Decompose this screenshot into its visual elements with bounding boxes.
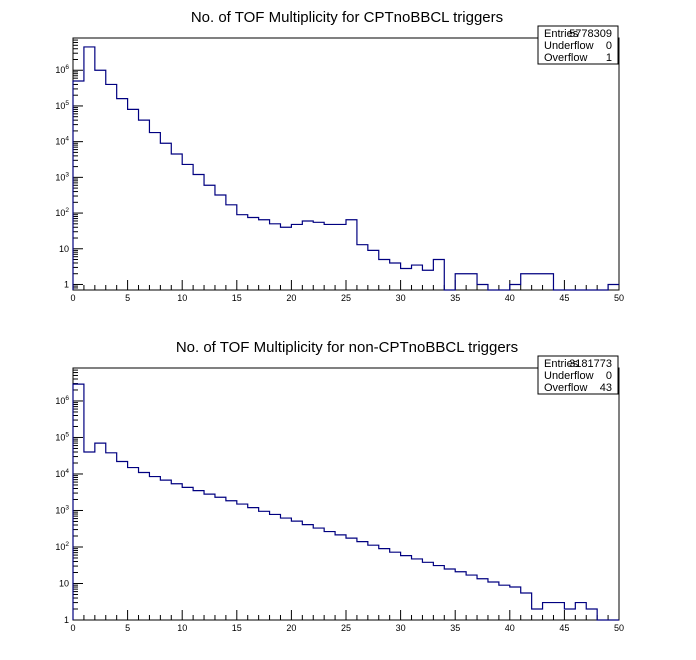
chart-title: No. of TOF Multiplicity for CPTnoBBCL tr… [191, 9, 503, 26]
y-tick-label: 102 [55, 541, 69, 552]
x-axis: 0 5 10 15 20 25 30 35 40 45 50 [70, 280, 624, 303]
y-tick-label: 105 [55, 100, 69, 111]
stats-box-frame [537, 355, 619, 395]
stats-box-frame [537, 25, 619, 65]
y-tick-label: 1 [64, 279, 69, 289]
y-tick-label: 10 [59, 244, 69, 254]
x-tick-label: 10 [177, 623, 187, 633]
y-axis: 1 10 102 103 104 105 106 [55, 37, 83, 291]
histogram-panel-non-cptnobbcl: No. of TOF Multiplicity for non-CPTnoBBC… [55, 339, 624, 633]
stats-entries-value: 5778309 [569, 28, 612, 40]
y-tick-label: 105 [55, 431, 69, 442]
x-tick-label: 40 [505, 293, 515, 303]
x-tick-label: 0 [70, 293, 75, 303]
y-tick-label: 102 [55, 207, 69, 218]
x-tick-label: 25 [341, 623, 351, 633]
y-tick-label: 104 [55, 468, 69, 479]
stats-underflow-label: Underflow [544, 40, 594, 52]
x-tick-label: 30 [396, 623, 406, 633]
stats-underflow-value: 0 [606, 40, 612, 52]
x-tick-label: 5 [125, 293, 130, 303]
stats-box: Entries 3181773 Underflow 0 Overflow 43 [537, 355, 619, 395]
stats-box: Entries 5778309 Underflow 0 Overflow 1 [537, 25, 619, 65]
x-tick-label: 25 [341, 293, 351, 303]
y-tick-label: 106 [55, 395, 69, 406]
stats-underflow-label: Underflow [544, 370, 594, 382]
y-tick-label: 104 [55, 136, 69, 147]
x-tick-label: 40 [505, 623, 515, 633]
stats-underflow-value: 0 [606, 370, 612, 382]
stats-entries-label: Entries [544, 28, 579, 40]
x-tick-label: 20 [286, 623, 296, 633]
histogram-panel-cptnobbcl: No. of TOF Multiplicity for CPTnoBBCL tr… [55, 9, 624, 303]
chart-title: No. of TOF Multiplicity for non-CPTnoBBC… [176, 339, 518, 356]
x-tick-label: 50 [614, 623, 624, 633]
y-tick-label: 1 [64, 615, 69, 625]
plot-frame [72, 37, 620, 291]
x-tick-label: 5 [125, 623, 130, 633]
x-tick-label: 0 [70, 623, 75, 633]
stats-entries-label: Entries [544, 358, 579, 370]
x-tick-label: 15 [232, 293, 242, 303]
y-tick-label: 10 [59, 578, 69, 588]
x-axis: 0 5 10 15 20 25 30 35 40 45 50 [70, 610, 624, 633]
stats-overflow-value: 43 [600, 382, 612, 394]
histogram-line [72, 46, 619, 291]
stats-overflow-label: Overflow [544, 52, 587, 64]
stats-overflow-label: Overflow [544, 382, 587, 394]
y-tick-label: 103 [55, 504, 69, 515]
x-tick-label: 50 [614, 293, 624, 303]
plot-frame [72, 367, 620, 621]
x-tick-label: 35 [450, 623, 460, 633]
histogram-line [72, 383, 619, 621]
y-tick-label: 103 [55, 171, 69, 182]
y-axis: 1 10 102 103 104 105 106 [55, 367, 83, 625]
x-tick-label: 45 [559, 623, 569, 633]
stats-overflow-value: 1 [606, 52, 612, 64]
y-tick-label: 106 [55, 64, 69, 75]
x-tick-label: 45 [559, 293, 569, 303]
x-tick-label: 15 [232, 623, 242, 633]
x-tick-label: 35 [450, 293, 460, 303]
x-tick-label: 20 [286, 293, 296, 303]
x-tick-label: 30 [396, 293, 406, 303]
x-tick-label: 10 [177, 293, 187, 303]
stats-entries-value: 3181773 [569, 358, 612, 370]
